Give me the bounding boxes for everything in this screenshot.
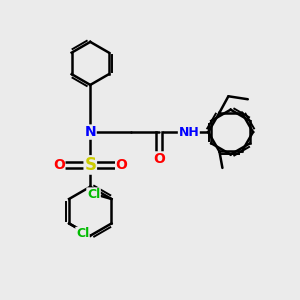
Text: Cl: Cl: [87, 188, 100, 201]
Text: O: O: [53, 158, 65, 172]
Text: N: N: [85, 125, 96, 139]
Text: Cl: Cl: [76, 227, 89, 240]
Text: NH: NH: [178, 126, 199, 139]
Text: O: O: [116, 158, 127, 172]
Text: O: O: [153, 152, 165, 166]
Text: S: S: [84, 156, 96, 174]
